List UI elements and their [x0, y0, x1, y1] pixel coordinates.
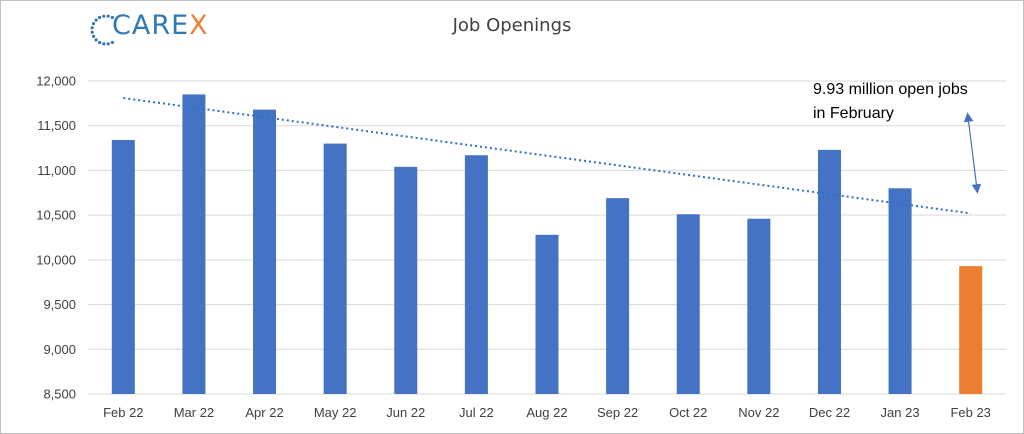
logo-text: CAREX [112, 10, 209, 41]
x-tick-label: Feb 23 [950, 405, 990, 420]
annotation-text: 9.93 million open jobs in February [813, 78, 1013, 126]
annotation-line-1: 9.93 million open jobs [813, 81, 968, 98]
logo-dot [106, 14, 110, 18]
y-tick-label: 12,000 [36, 74, 76, 89]
bar [111, 140, 135, 394]
bar [606, 198, 630, 394]
bar [394, 166, 418, 394]
bar [888, 188, 912, 394]
logo-dot [90, 26, 94, 30]
bar [464, 155, 488, 394]
bar [817, 149, 841, 394]
x-tick-label: Mar 22 [174, 405, 214, 420]
x-tick-label: Aug 22 [526, 405, 567, 420]
logo-main-text: CARE [112, 10, 190, 41]
y-tick-label: 9,500 [43, 297, 76, 312]
y-tick-label: 11,000 [37, 163, 76, 178]
logo-dot [102, 14, 106, 18]
logo-dot [106, 42, 110, 46]
x-tick-label: Jan 23 [881, 405, 920, 420]
logo-dot [102, 42, 106, 46]
bar [747, 218, 771, 394]
y-tick-label: 10,000 [36, 252, 76, 267]
carex-logo: CAREX [88, 8, 208, 52]
logo-dot [91, 22, 96, 26]
logo-accent-text: X [189, 10, 209, 41]
logo-dot [110, 15, 114, 20]
y-tick-label: 9,000 [43, 342, 76, 357]
x-tick-label: May 22 [314, 405, 357, 420]
bar [535, 234, 559, 394]
x-tick-label: Apr 22 [245, 405, 283, 420]
x-tick-label: Sep 22 [597, 405, 638, 420]
annotation-arrow [963, 112, 982, 194]
bar [182, 94, 206, 395]
annotation-line-2: in February [813, 105, 894, 122]
logo-dot [91, 34, 96, 38]
x-tick-label: Oct 22 [669, 405, 707, 420]
x-tick-label: Feb 22 [103, 405, 143, 420]
logo-dots-icon [90, 14, 114, 46]
bar [676, 214, 700, 394]
x-tick-label: Jun 22 [386, 405, 425, 420]
logo-dot [90, 30, 94, 34]
x-tick-label: Jul 22 [459, 405, 494, 420]
x-tick-label: Nov 22 [738, 405, 779, 420]
logo-dot [110, 40, 114, 45]
chart-title: Job Openings [452, 15, 572, 36]
logo-dot [98, 15, 102, 20]
y-tick-label: 10,500 [36, 208, 76, 223]
logo-dot [98, 40, 102, 45]
logo-dot [94, 18, 98, 22]
bar [323, 143, 347, 394]
bar [253, 109, 277, 395]
logo-dot [94, 38, 98, 42]
y-tick-label: 8,500 [43, 387, 76, 402]
bar [959, 266, 983, 394]
x-tick-label: Dec 22 [809, 405, 850, 420]
y-tick-label: 11,500 [37, 118, 76, 133]
